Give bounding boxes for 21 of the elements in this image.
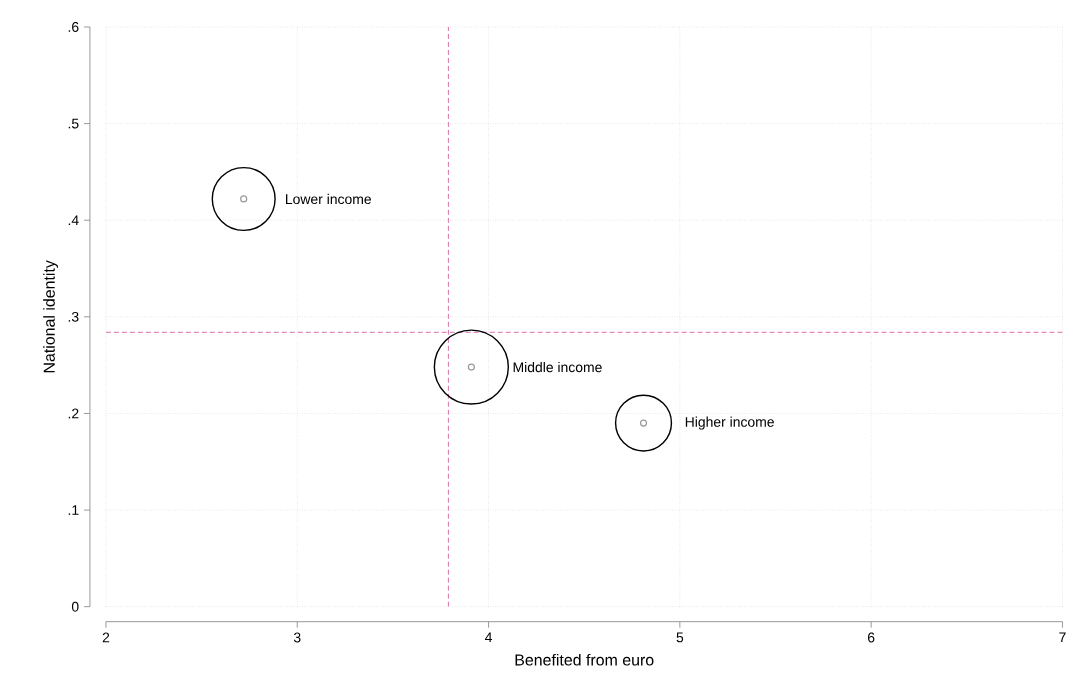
y-axis-title: National identity xyxy=(43,260,59,373)
y-tick-label: .5 xyxy=(68,118,79,129)
x-tick-label: 7 xyxy=(1059,632,1066,643)
annotation: Middle income xyxy=(513,362,602,373)
y-tick-label: .1 xyxy=(68,505,79,516)
x-tick-label: 6 xyxy=(868,632,875,643)
y-tick-label: .6 xyxy=(68,22,79,33)
y-tick-label: 0 xyxy=(71,601,79,612)
annotation: Higher income xyxy=(685,416,774,430)
y-tick-label: .2 xyxy=(68,408,79,419)
x-tick-label: 5 xyxy=(676,632,684,643)
y-tick-label: .3 xyxy=(68,312,79,322)
x-tick-label: 2 xyxy=(102,632,110,643)
x-axis-title: Benefited from euro xyxy=(515,654,654,666)
annotation: Lower income xyxy=(286,194,372,205)
point xyxy=(467,363,475,371)
point xyxy=(240,195,248,203)
x-tick-label: 4 xyxy=(485,632,493,643)
y-tick-label: .4 xyxy=(68,215,79,226)
x-tick-label: 3 xyxy=(293,632,301,643)
point xyxy=(639,419,648,427)
